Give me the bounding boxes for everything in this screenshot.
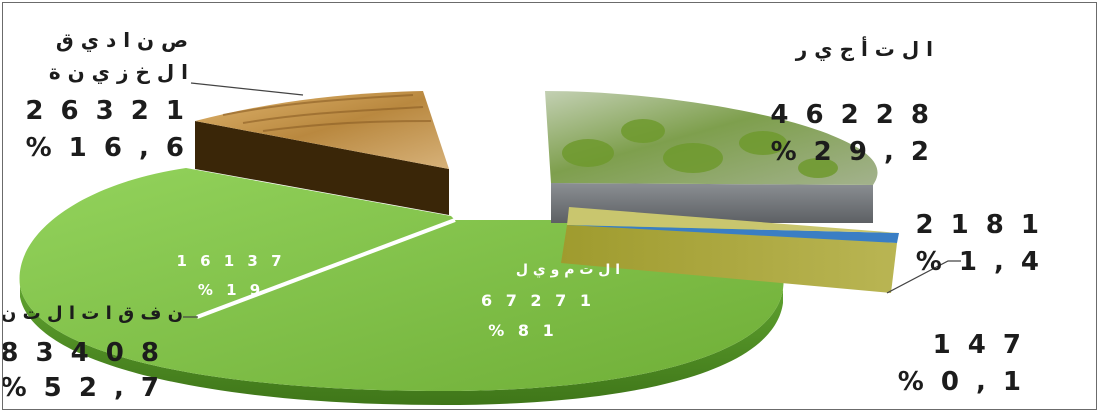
label-tiny-percent: % 0 , 1 xyxy=(898,367,1025,397)
label-small-value: 2 1 8 1 xyxy=(915,210,1043,240)
label-leasing-value: 4 6 2 2 8 xyxy=(770,100,933,130)
pie-slice-leasing-top xyxy=(545,91,878,185)
label-financing-name: ا ل ت م و ي ل xyxy=(516,262,620,279)
pie-slice-blue-small xyxy=(567,225,899,243)
label-treasury-name-1: ص ن ا د ي ق xyxy=(56,28,188,53)
pie-slice-gold-top xyxy=(567,207,899,233)
label-subslice-percent: % 1 9 xyxy=(198,281,264,299)
label-development-value: 8 3 4 0 8 xyxy=(3,338,163,368)
label-tiny-value: 1 4 7 xyxy=(933,330,1025,360)
pie-slice-treasury-top xyxy=(195,91,449,169)
olive-fruits xyxy=(562,119,838,178)
development-divider-line xyxy=(196,218,456,319)
pie-slice-treasury-side xyxy=(195,121,449,215)
leader-line-small-slice xyxy=(886,260,961,294)
leader-line-treasury xyxy=(190,82,304,96)
label-financing-percent: % 8 1 xyxy=(488,321,557,340)
pie-slice-gold-side xyxy=(561,225,897,293)
label-treasury-percent: % 1 6 , 6 xyxy=(26,133,188,163)
label-leasing-name: ا ل ت أ ج ي ر xyxy=(795,35,933,62)
label-treasury-name-2: ا ل خ ز ي ن ة xyxy=(49,60,188,85)
wheat-texture xyxy=(222,94,432,132)
label-development-percent: % 5 2 , 7 xyxy=(3,373,163,403)
label-development-name: ن ف ق ا ت ا ل ت ن م ي ة xyxy=(3,303,183,324)
label-subslice-value: 1 6 1 3 7 xyxy=(176,252,285,270)
label-leasing-percent: % 2 9 , 2 xyxy=(771,137,933,167)
label-treasury-value: 2 6 3 2 1 xyxy=(25,96,188,126)
pie-chart: ا ل ت أ ج ي ر 4 6 2 2 8 % 2 9 , 2 2 1 8 … xyxy=(3,28,1043,405)
label-financing-value: 6 7 2 7 1 xyxy=(481,291,595,310)
label-small-percent: % 1 , 4 xyxy=(916,247,1043,277)
